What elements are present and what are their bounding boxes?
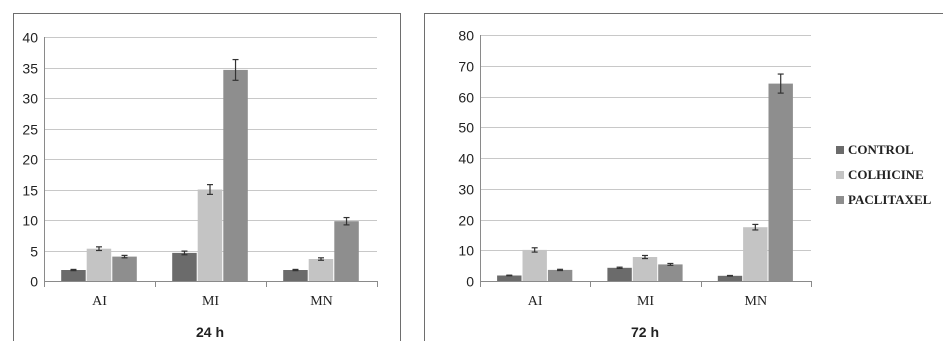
y-tick-label: 50 — [458, 120, 474, 136]
x-tick-label: MN — [310, 294, 333, 309]
bar-control-mi — [607, 267, 632, 281]
y-tick-label: 30 — [458, 182, 474, 198]
x-tick-label: AI — [528, 294, 543, 309]
bar-control-ai — [497, 275, 522, 281]
x-tick-label: MN — [745, 294, 768, 309]
y-tick-label: 80 — [458, 28, 474, 44]
bar-colhicine-mi — [632, 257, 658, 281]
bar-colhicine-ai — [522, 249, 547, 281]
bar-colhicine-mn — [308, 259, 334, 281]
y-tick-label: 40 — [22, 30, 38, 46]
chart-frame-0 — [13, 13, 401, 341]
legend-label-colhicine: COLHICINE — [848, 167, 924, 182]
bar-paclitaxel-ai — [547, 269, 573, 281]
panel-caption: 72 h — [631, 324, 659, 340]
legend-swatch-colhicine — [836, 171, 844, 179]
y-tick-label: 40 — [458, 151, 474, 167]
legend-label-paclitaxel: PACLITAXEL — [848, 192, 932, 207]
panel-caption: 24 h — [196, 324, 224, 340]
y-tick-label: 0 — [466, 274, 474, 290]
bar-paclitaxel-mi — [658, 264, 683, 281]
bar-control-mn — [717, 275, 743, 281]
x-tick-label: MI — [202, 294, 219, 309]
y-tick-label: 10 — [22, 213, 38, 229]
y-tick-label: 5 — [30, 244, 38, 260]
y-tick-label: 10 — [458, 243, 474, 259]
y-tick-label: 70 — [458, 59, 474, 75]
legend-label-control: CONTROL — [848, 142, 914, 157]
legend-swatch-paclitaxel — [836, 196, 844, 204]
y-tick-label: 0 — [30, 274, 38, 290]
y-tick-label: 25 — [22, 122, 38, 138]
bar-control-ai — [61, 270, 86, 281]
bar-paclitaxel-mn — [334, 221, 359, 281]
bar-control-mi — [172, 252, 197, 281]
legend-swatch-control — [836, 146, 844, 154]
bar-colhicine-mn — [743, 227, 768, 281]
chart-frame-1 — [424, 13, 943, 341]
x-tick-label: AI — [92, 294, 107, 309]
y-tick-label: 30 — [22, 91, 38, 107]
bar-paclitaxel-mn — [768, 83, 793, 281]
y-tick-label: 20 — [22, 152, 38, 168]
bar-colhicine-mi — [197, 189, 223, 281]
y-tick-label: 60 — [458, 90, 474, 106]
y-tick-label: 15 — [22, 183, 38, 199]
y-tick-label: 20 — [458, 213, 474, 229]
bar-paclitaxel-mi — [223, 69, 248, 282]
x-tick-label: MI — [637, 294, 654, 309]
y-tick-label: 35 — [22, 61, 38, 77]
bar-paclitaxel-ai — [112, 256, 137, 281]
bar-colhicine-ai — [86, 248, 112, 281]
bar-control-mn — [283, 270, 308, 281]
